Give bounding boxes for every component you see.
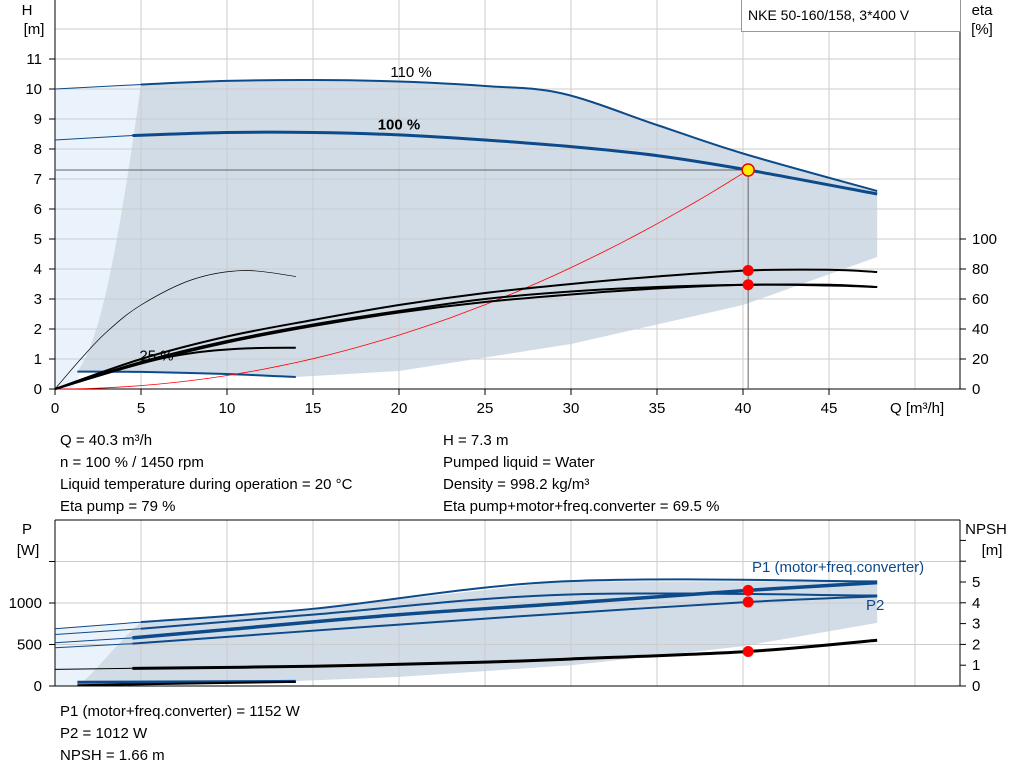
x-tick-label: 0 [51, 400, 59, 417]
duty-point [742, 645, 754, 657]
y-tick-label-left: 0 [34, 381, 42, 398]
y-tick-label-right: 40 [972, 321, 989, 338]
curve-extension [54, 628, 142, 635]
power-curve-3 [132, 595, 878, 645]
info-npsh: NPSH = 1.66 m [60, 747, 165, 764]
curve-label: 110 % [390, 64, 431, 81]
x-tick-label: 5 [137, 400, 145, 417]
y-tick-label-left: 1 [34, 351, 42, 368]
npsh-curve [132, 638, 878, 670]
y-tick-label-left: 2 [34, 321, 42, 338]
x-tick-label: 35 [649, 400, 666, 417]
x-tick-label: 30 [563, 400, 580, 417]
y-tick-label-left: 3 [34, 291, 42, 308]
power-curve-1 [132, 580, 878, 640]
duty-point [742, 279, 754, 291]
y-tick-label-left: 0 [34, 678, 42, 695]
y-axis-label-left: H [22, 2, 33, 19]
y-tick-label-right: 80 [972, 261, 989, 278]
eta-curve-7 [54, 270, 296, 390]
curve-extension [54, 643, 133, 649]
y-axis-unit-right: [m] [982, 542, 1003, 559]
y-axis-unit-right: [%] [971, 21, 993, 38]
curve-label: 25 % [139, 348, 173, 365]
head-curve-0 [140, 78, 878, 192]
range-area-light-bottom [55, 622, 141, 686]
y-tick-label-left: 8 [34, 141, 42, 158]
info-liquid: Pumped liquid = Water [443, 454, 595, 471]
duty-point [742, 265, 754, 276]
y-axis-unit-left: [W] [17, 542, 40, 559]
y-tick-label-right: 4 [972, 595, 980, 612]
y-tick-label-left: 500 [17, 637, 42, 654]
info-eta-total: Eta pump+motor+freq.converter = 69.5 % [443, 498, 720, 515]
y-tick-label-left: 4 [34, 261, 42, 278]
info-p2: P2 = 1012 W [60, 725, 148, 742]
operating-range-area [77, 79, 878, 377]
eta-curve-8 [54, 346, 296, 390]
info-density: Density = 998.2 kg/m³ [443, 476, 590, 493]
power-curve-2 [140, 592, 878, 630]
x-tick-label: 25 [477, 400, 494, 417]
y-tick-label-left: 7 [34, 171, 42, 188]
y-tick-label-right: 5 [972, 574, 980, 591]
y-axis-label-left: P [22, 521, 32, 538]
system-curve [54, 169, 749, 390]
range-area-light [55, 84, 141, 389]
x-tick-label: 20 [391, 400, 408, 417]
y-tick-label-left: 1000 [9, 595, 42, 612]
duty-point [742, 596, 754, 608]
y-tick-label-right: 3 [972, 616, 980, 633]
info-p1: P1 (motor+freq.converter) = 1152 W [60, 703, 300, 720]
curve-extension [54, 621, 142, 630]
head-curve-1 [132, 130, 878, 196]
y-tick-label-right: 1 [972, 657, 980, 674]
y-axis-label-right: eta [972, 2, 994, 19]
curve-extension [54, 637, 133, 644]
y-axis-unit-left: [m] [24, 21, 45, 38]
y-tick-label-right: 2 [972, 636, 980, 653]
y-tick-label-left: 11 [26, 51, 42, 68]
y-tick-label-right: 100 [972, 231, 997, 248]
y-axis-label-right: NPSH [965, 521, 1007, 538]
info-temperature: Liquid temperature during operation = 20… [60, 476, 353, 493]
y-tick-label-right: 60 [972, 291, 989, 308]
info-eta-pump: Eta pump = 79 % [60, 498, 176, 515]
y-tick-label-left: 10 [25, 81, 42, 98]
y-tick-label-right: 0 [972, 381, 980, 398]
head-curve-extension [54, 135, 133, 141]
x-tick-label: 45 [821, 400, 838, 417]
power-curve-0 [140, 578, 878, 624]
info-bottom: P1 (motor+freq.converter) = 1152 W P2 = … [60, 701, 300, 767]
pump-title: NKE 50-160/158, 3*400 V [741, 0, 961, 32]
y-tick-label-right: 20 [972, 351, 989, 368]
x-axis-label: Q [m³/h] [890, 400, 944, 417]
duty-point [742, 584, 754, 596]
y-tick-label-left: 6 [34, 201, 42, 218]
head-curve-extension [54, 84, 142, 90]
npsh-min-speed-curve [77, 680, 296, 687]
p1-curve-label: P1 (motor+freq.converter) [752, 559, 924, 576]
x-tick-label: 10 [219, 400, 236, 417]
x-tick-label: 15 [305, 400, 322, 417]
info-left: Q = 40.3 m³/h n = 100 % / 1450 rpm Liqui… [60, 430, 352, 518]
y-tick-label-right: 0 [972, 678, 980, 695]
info-flow: Q = 40.3 m³/h [60, 432, 153, 449]
curve-extension [54, 667, 133, 670]
info-head: H = 7.3 m [443, 432, 509, 449]
info-speed: n = 100 % / 1450 rpm [60, 454, 204, 471]
y-tick-label-left: 5 [34, 231, 42, 248]
p2-curve-label: P2 [866, 597, 884, 614]
x-tick-label: 40 [735, 400, 752, 417]
info-right: H = 7.3 m Pumped liquid = Water Density … [443, 430, 719, 518]
y-tick-label-left: 9 [34, 111, 42, 128]
curve-label: 100 % [378, 117, 421, 134]
duty-point [741, 163, 755, 177]
